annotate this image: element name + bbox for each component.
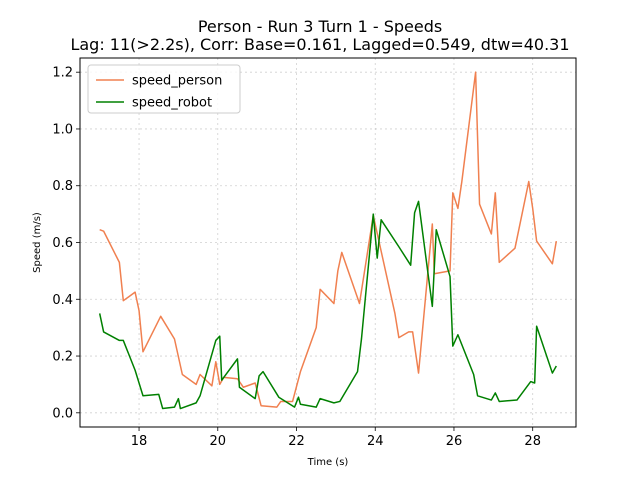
x-tick-label: 24 — [367, 434, 384, 449]
grid — [80, 58, 576, 427]
x-tick-label: 18 — [131, 434, 148, 449]
legend-box — [87, 64, 241, 114]
x-tick-label: 22 — [288, 434, 305, 449]
y-tick-label: 0.4 — [52, 293, 73, 308]
plot-area — [98, 71, 558, 410]
y-tick-label: 0.6 — [52, 236, 73, 251]
x-tick-label: 20 — [210, 434, 227, 449]
x-tick-label: 26 — [446, 434, 463, 449]
y-tick-label: 0.2 — [52, 350, 73, 365]
series-line-speed-person — [99, 71, 558, 408]
x-tick-label: 28 — [524, 434, 541, 449]
y-axis-label: Speed (m/s) — [32, 212, 43, 273]
y-tick-label: 1.2 — [52, 66, 73, 81]
legend-label: speed_robot — [132, 96, 212, 111]
y-tick-label: 1.0 — [52, 122, 73, 137]
x-axis-label: Time (s) — [307, 457, 349, 468]
y-tick-label: 0.8 — [52, 179, 73, 194]
chart-subtitle: Lag: 11(>2.2s), Corr: Base=0.161, Lagged… — [70, 35, 569, 54]
y-tick-label: 0.0 — [52, 406, 73, 421]
legend-label: speed_person — [132, 74, 222, 89]
axis-ticks: 18 20 22 24 26 28 0.0 0.2 0.4 0.6 0.8 1.0 1.2 — [52, 66, 541, 449]
series-line-speed-robot — [98, 200, 557, 410]
legend: speed_person speed_robot — [87, 64, 241, 114]
chart-title: Person - Run 3 Turn 1 - Speeds — [198, 17, 442, 36]
